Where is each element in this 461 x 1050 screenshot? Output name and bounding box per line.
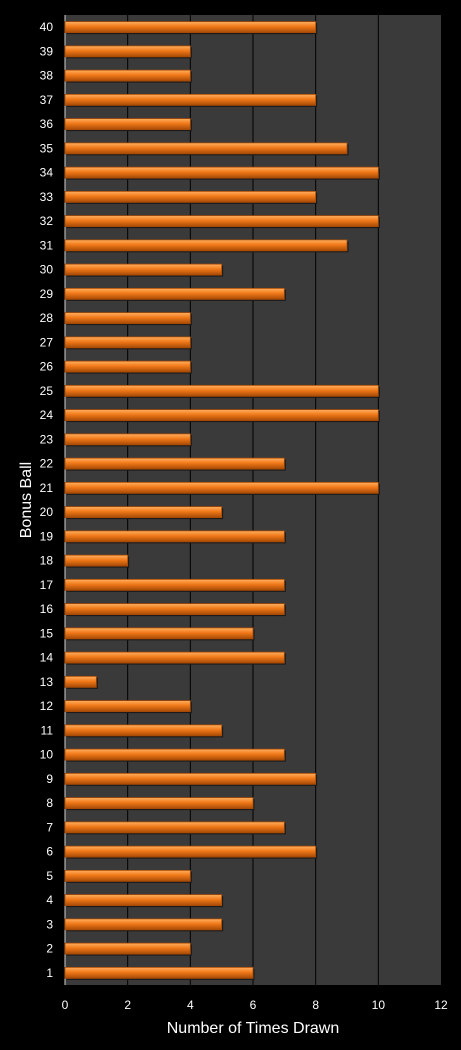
bar-24	[64, 409, 379, 422]
bar-1	[64, 966, 254, 979]
y-tick-labels: 1234567891011121314151617181920212223242…	[40, 20, 54, 980]
y-tick-label: 30	[40, 263, 54, 277]
y-tick-label: 1	[46, 966, 53, 980]
bar-21	[64, 481, 379, 494]
bar-33	[64, 190, 317, 203]
bar-39	[64, 45, 191, 58]
bar-26	[64, 360, 191, 373]
y-tick-label: 5	[46, 869, 53, 883]
y-tick-label: 6	[46, 845, 53, 859]
bar-35	[64, 142, 348, 155]
bar-27	[64, 336, 191, 349]
y-tick-label: 22	[40, 457, 54, 471]
bar-40	[64, 21, 317, 34]
y-tick-label: 40	[40, 20, 54, 34]
y-tick-label: 17	[40, 578, 54, 592]
y-tick-label: 37	[40, 93, 54, 107]
bar-28	[64, 312, 191, 325]
y-tick-label: 7	[46, 820, 53, 834]
x-axis-title: Number of Times Drawn	[167, 1020, 340, 1037]
y-tick-label: 8	[46, 796, 53, 810]
y-tick-label: 2	[46, 942, 53, 956]
y-tick-label: 21	[40, 481, 54, 495]
bar-19	[64, 530, 285, 543]
x-tick-labels: 0 2 4 6 8 10 12	[62, 998, 448, 1012]
y-axis-title: Bonus Ball	[18, 462, 35, 539]
bar-10	[64, 748, 285, 761]
bar-8	[64, 797, 254, 810]
x-tick-label: 12	[434, 998, 448, 1012]
bar-31	[64, 239, 348, 252]
y-tick-label: 10	[40, 748, 54, 762]
bar-3	[64, 918, 223, 931]
x-tick-label: 2	[124, 998, 131, 1012]
bar-5	[64, 869, 191, 882]
bar-6	[64, 845, 317, 858]
y-tick-label: 4	[46, 893, 53, 907]
y-tick-label: 18	[40, 554, 54, 568]
x-tick-label: 8	[312, 998, 319, 1012]
bar-23	[64, 433, 191, 446]
y-tick-label: 33	[40, 190, 54, 204]
x-tick-label: 4	[187, 998, 194, 1012]
bar-25	[64, 384, 379, 397]
y-tick-label: 23	[40, 432, 54, 446]
y-tick-label: 29	[40, 287, 54, 301]
y-tick-label: 34	[40, 166, 54, 180]
y-tick-label: 3	[46, 917, 53, 931]
y-tick-label: 26	[40, 360, 54, 374]
y-tick-label: 24	[40, 408, 54, 422]
y-tick-label: 25	[40, 384, 54, 398]
y-tick-label: 12	[40, 699, 54, 713]
bar-22	[64, 457, 285, 470]
y-tick-label: 15	[40, 626, 54, 640]
bar-36	[64, 118, 191, 131]
bar-2	[64, 942, 191, 955]
bars	[64, 21, 380, 980]
bar-30	[64, 263, 223, 276]
y-tick-label: 38	[40, 69, 54, 83]
bar-18	[64, 554, 129, 567]
y-tick-label: 13	[40, 675, 54, 689]
y-tick-label: 16	[40, 602, 54, 616]
y-tick-label: 19	[40, 529, 54, 543]
bar-20	[64, 506, 223, 519]
y-tick-label: 20	[40, 505, 54, 519]
bar-4	[64, 894, 223, 907]
y-tick-label: 36	[40, 117, 54, 131]
y-tick-label: 9	[46, 772, 53, 786]
bar-37	[64, 93, 317, 106]
bar-7	[64, 821, 285, 834]
y-tick-label: 28	[40, 311, 54, 325]
y-tick-label: 31	[40, 238, 54, 252]
bar-9	[64, 772, 317, 785]
bar-14	[64, 651, 285, 664]
y-tick-label: 35	[40, 141, 54, 155]
x-tick-label: 0	[62, 998, 69, 1012]
y-tick-label: 32	[40, 214, 54, 228]
bar-29	[64, 287, 285, 300]
bar-34	[64, 166, 379, 179]
x-tick-label: 10	[372, 998, 386, 1012]
bar-12	[64, 700, 191, 713]
x-tick-label: 6	[250, 998, 257, 1012]
y-tick-label: 14	[40, 651, 54, 665]
y-tick-label: 39	[40, 44, 54, 58]
bar-15	[64, 627, 254, 640]
bar-32	[64, 215, 379, 228]
bar-13	[64, 675, 97, 688]
bar-38	[64, 69, 191, 82]
bar-11	[64, 724, 223, 737]
y-tick-label: 27	[40, 335, 54, 349]
y-tick-label: 11	[41, 723, 54, 737]
bar-16	[64, 603, 285, 616]
bar-17	[64, 578, 285, 591]
